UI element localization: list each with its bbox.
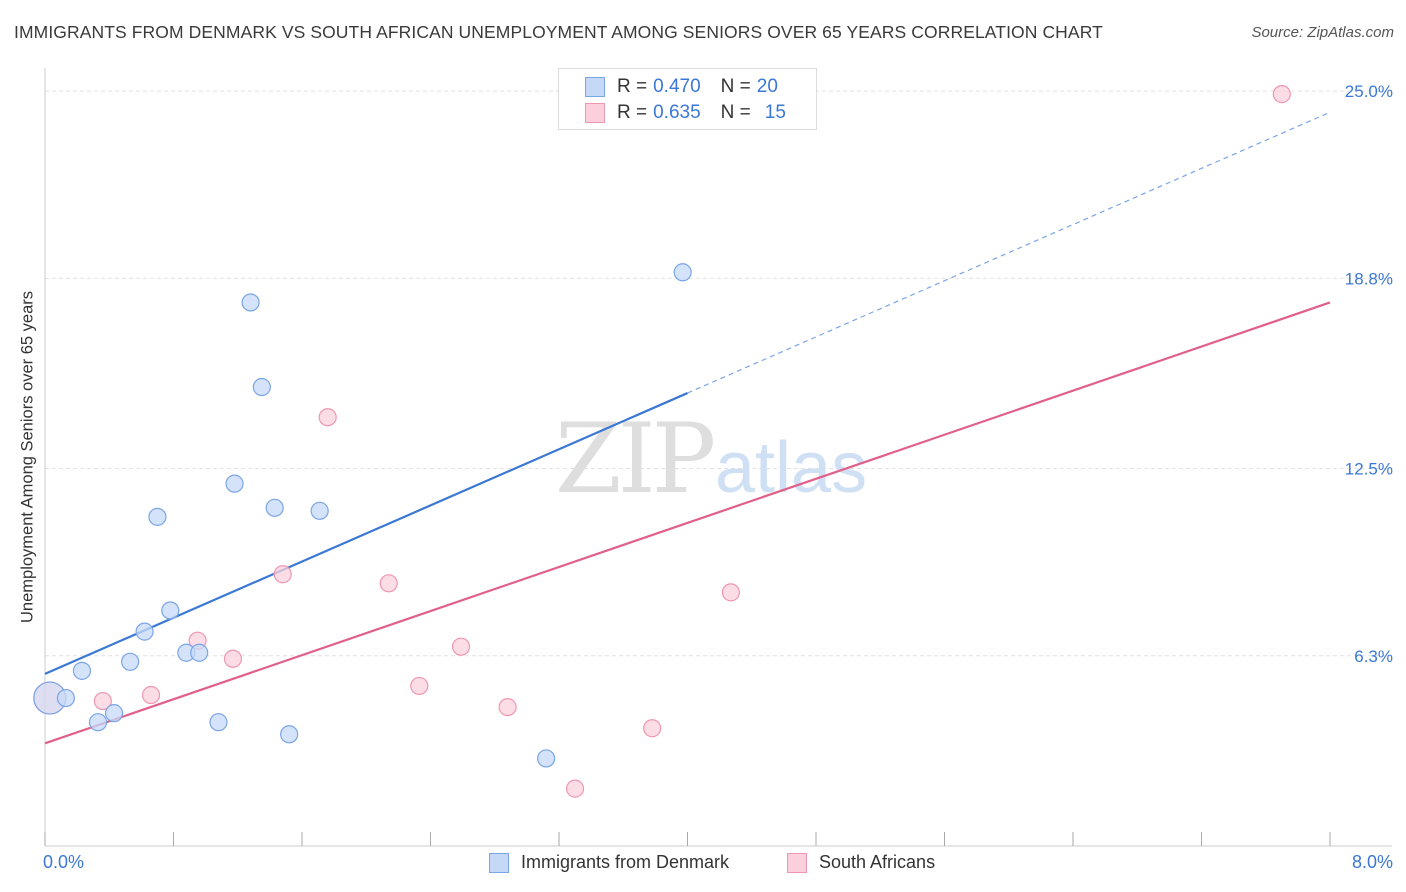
y-tick-label: 12.5% bbox=[1345, 460, 1393, 479]
data-point-denmark bbox=[121, 652, 140, 671]
series-legend-denmark[interactable]: Immigrants from Denmark bbox=[489, 852, 729, 873]
data-point-denmark bbox=[310, 501, 329, 520]
series-swatch-south-africans bbox=[787, 852, 807, 873]
legend-swatch-south-africans bbox=[585, 103, 605, 123]
data-point-denmark bbox=[72, 661, 92, 680]
data-point-denmark bbox=[225, 474, 244, 493]
data-point-south-africans bbox=[141, 685, 161, 705]
data-point-south-africans bbox=[721, 583, 740, 602]
source-label: Source: ZipAtlas.com bbox=[1251, 24, 1394, 41]
data-point-south-africans bbox=[565, 779, 585, 798]
data-point-denmark bbox=[56, 688, 75, 708]
data-point-denmark bbox=[265, 498, 284, 517]
data-point-denmark bbox=[673, 263, 692, 282]
legend-r-label: R = bbox=[617, 76, 648, 97]
series-legend-south-africans[interactable]: South Africans bbox=[787, 852, 935, 873]
y-tick-labels: 6.3% 12.5% 18.8% 25.0% bbox=[1345, 82, 1393, 666]
data-point-south-africans bbox=[1272, 85, 1291, 104]
series-label-denmark: Immigrants from Denmark bbox=[521, 852, 730, 872]
data-point-denmark bbox=[537, 749, 556, 768]
trend-line-denmark-projection bbox=[687, 111, 1331, 394]
y-tick-label: 18.8% bbox=[1345, 269, 1393, 288]
legend-r-value: 0.470 bbox=[653, 76, 701, 97]
data-point-denmark bbox=[161, 601, 180, 620]
legend-n-value: 15 bbox=[764, 102, 786, 123]
trend-line-south-africans bbox=[44, 301, 1331, 745]
x-tick-label-max: 8.0% bbox=[1351, 852, 1393, 872]
legend-row-south-africans: R = 0.635 N = 15 bbox=[585, 101, 806, 125]
data-point-south-africans bbox=[273, 565, 292, 584]
data-point-denmark bbox=[280, 725, 299, 744]
legend-row-denmark: R = 0.470 N = 20 bbox=[585, 75, 798, 99]
legend-n-value: 20 bbox=[756, 76, 778, 97]
data-point-south-africans bbox=[93, 691, 112, 711]
legend-n-label: N = bbox=[720, 76, 751, 97]
legend-n-label: N = bbox=[720, 102, 751, 123]
data-point-denmark bbox=[209, 713, 228, 732]
data-point-denmark bbox=[135, 622, 154, 641]
watermark-zip: ZIP bbox=[555, 403, 714, 515]
correlation-legend: R = 0.470 N = 20 R = 0.635 N = 15 bbox=[558, 68, 817, 130]
series-swatch-denmark bbox=[489, 852, 509, 873]
data-point-south-africans bbox=[498, 697, 517, 717]
data-point-south-africans bbox=[451, 637, 471, 656]
data-point-denmark bbox=[148, 507, 167, 526]
legend-swatch-denmark bbox=[585, 77, 605, 97]
legend-r-value: 0.635 bbox=[653, 102, 701, 123]
data-points bbox=[33, 85, 1291, 798]
series-legend: Immigrants from Denmark South Africans bbox=[0, 852, 1406, 876]
y-tick-label: 6.3% bbox=[1354, 647, 1393, 666]
watermark: ZIP atlas bbox=[555, 403, 867, 515]
legend-r-label: R = bbox=[617, 102, 648, 123]
data-point-denmark bbox=[88, 713, 108, 732]
x-tick-label-min: 0.0% bbox=[43, 852, 85, 872]
watermark-atlas: atlas bbox=[715, 428, 867, 508]
data-point-denmark bbox=[104, 704, 124, 723]
data-point-south-africans bbox=[410, 676, 429, 696]
data-point-denmark bbox=[252, 377, 271, 397]
chart-title: IMMIGRANTS FROM DENMARK VS SOUTH AFRICAN… bbox=[14, 22, 1103, 42]
y-tick-label: 25.0% bbox=[1345, 82, 1393, 101]
data-point-south-africans bbox=[379, 574, 398, 593]
data-point-south-africans bbox=[223, 649, 243, 668]
axes bbox=[44, 68, 1392, 847]
grid-lines bbox=[45, 90, 1392, 657]
data-point-denmark bbox=[190, 643, 209, 662]
data-point-denmark bbox=[241, 293, 260, 312]
data-point-south-africans bbox=[643, 719, 662, 738]
series-label-south-africans: South Africans bbox=[819, 852, 936, 872]
data-point-south-africans bbox=[318, 408, 337, 427]
y-axis-label: Unemployment Among Seniors over 65 years bbox=[18, 291, 37, 623]
